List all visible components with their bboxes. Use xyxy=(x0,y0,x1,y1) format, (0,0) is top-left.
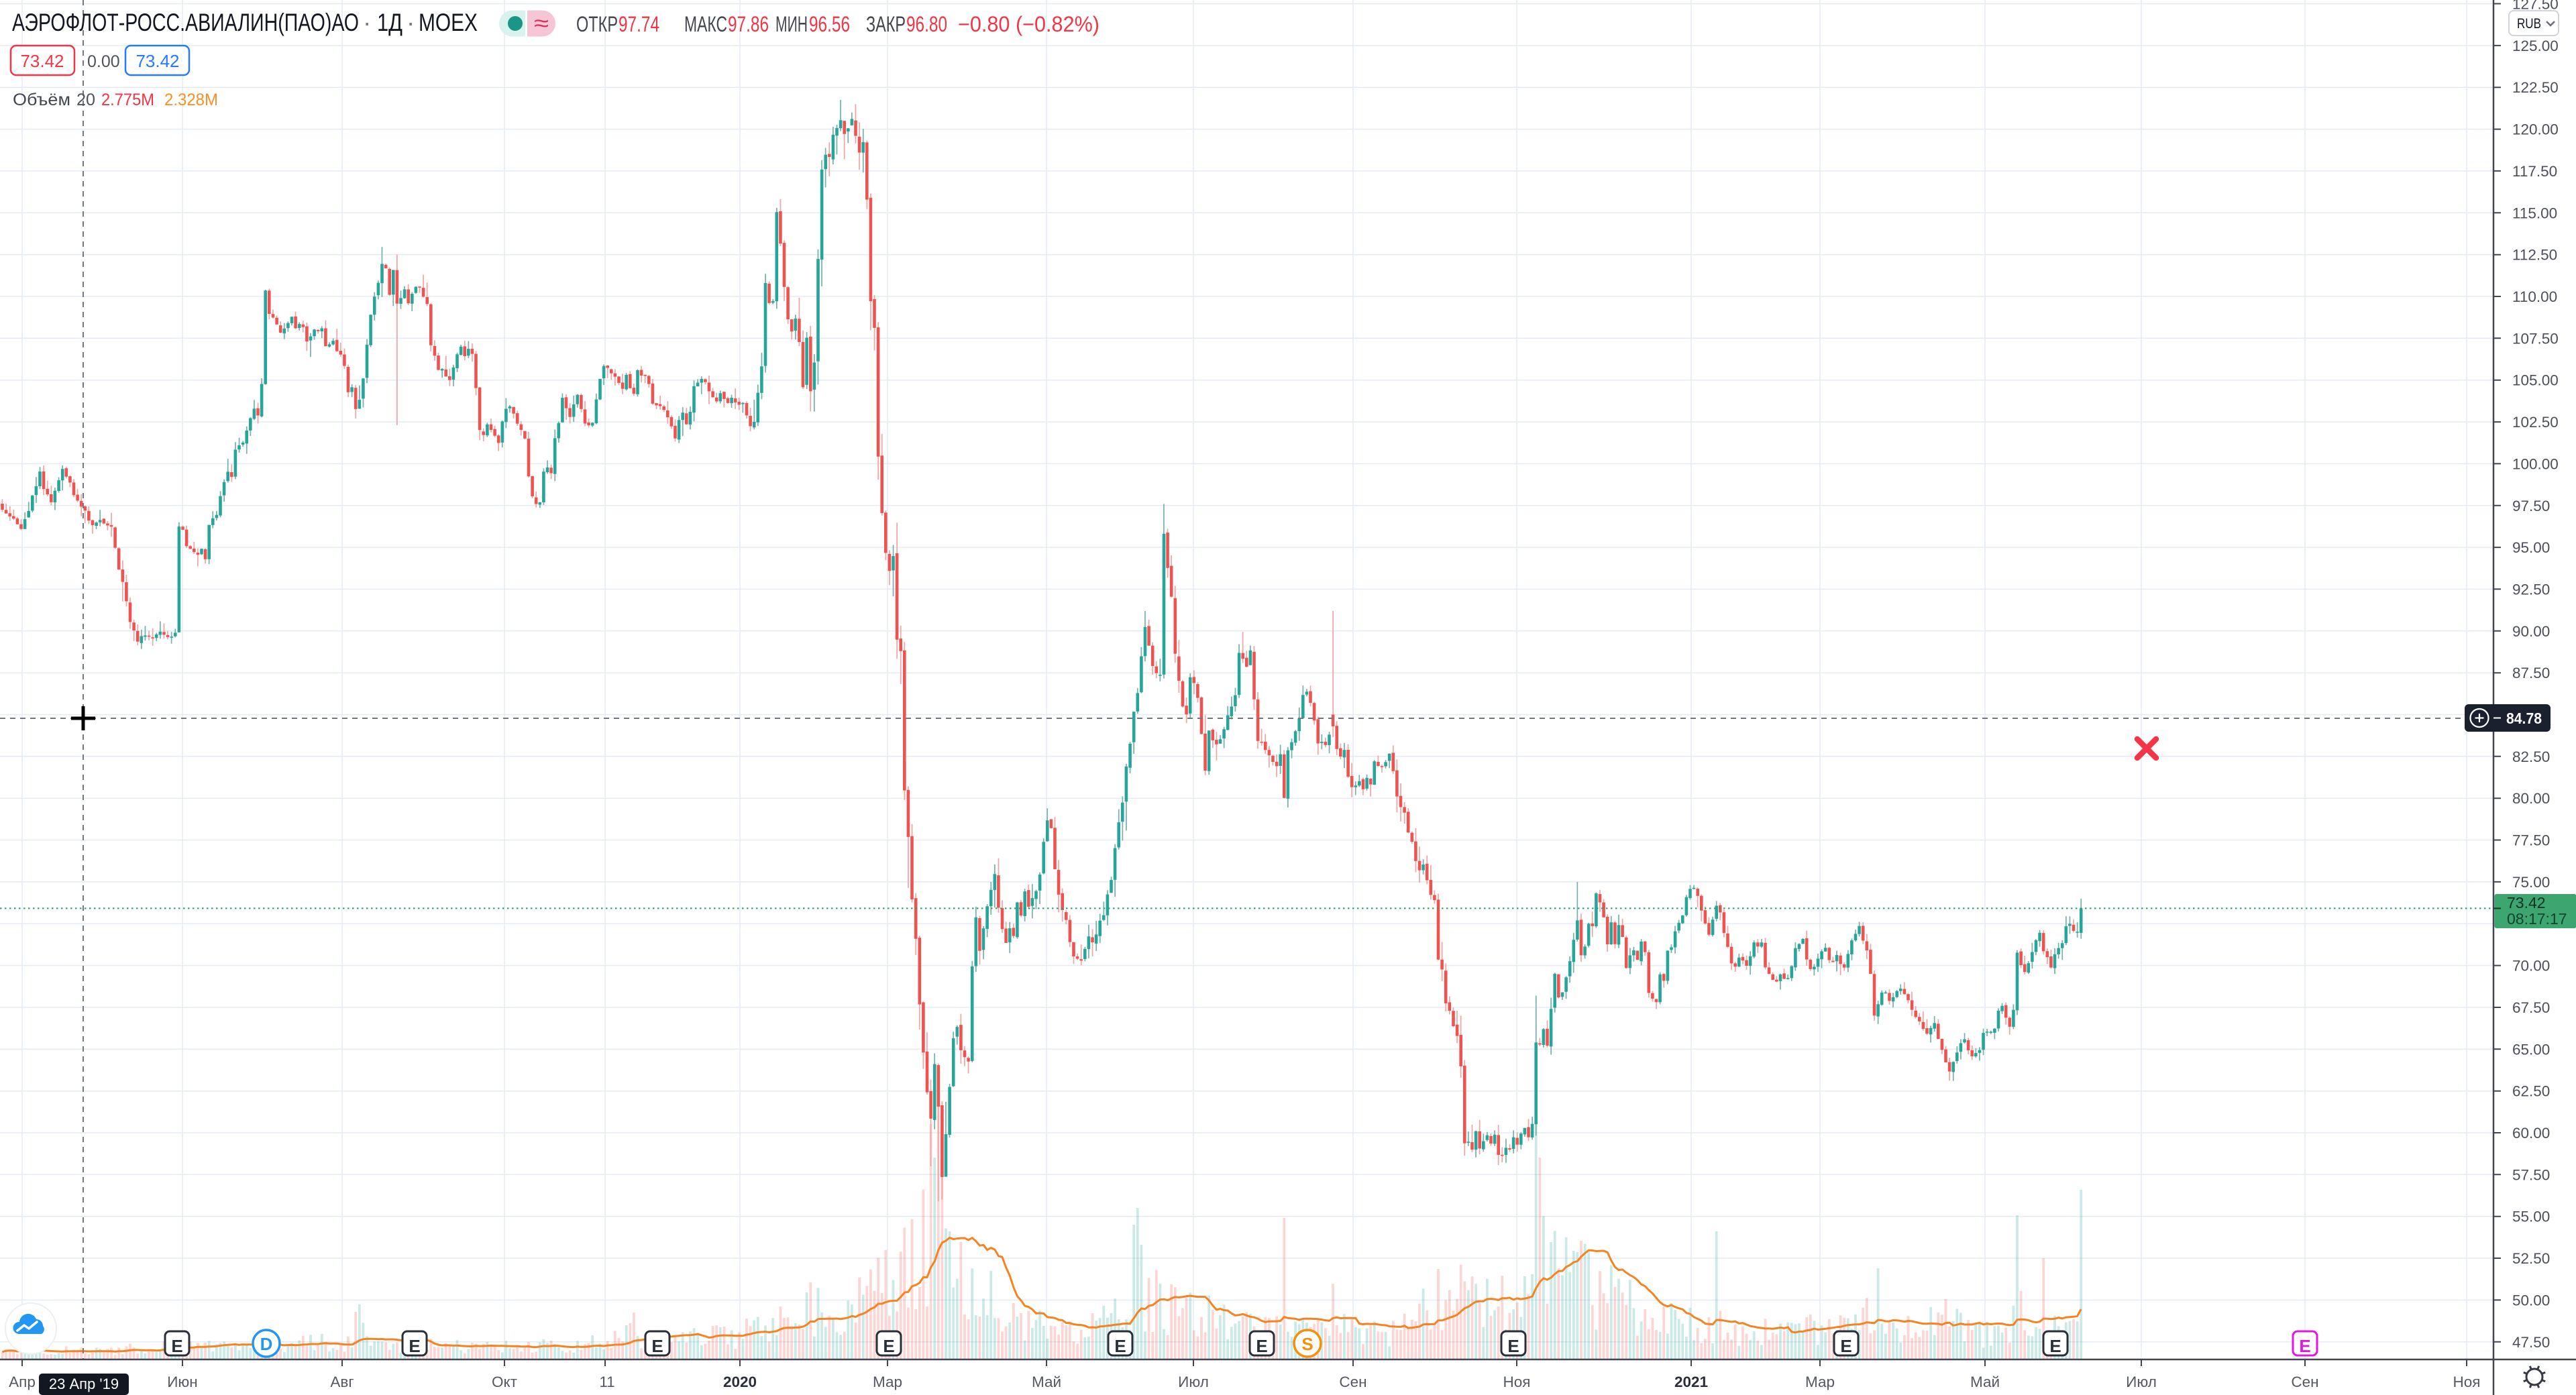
svg-text:105.00: 105.00 xyxy=(2512,372,2559,389)
svg-text:E: E xyxy=(883,1336,894,1356)
svg-text:2021: 2021 xyxy=(1674,1374,1708,1390)
svg-text:97.86: 97.86 xyxy=(728,12,769,36)
svg-text:107.50: 107.50 xyxy=(2512,330,2559,347)
svg-text:100.00: 100.00 xyxy=(2512,455,2559,472)
svg-text:E: E xyxy=(2049,1336,2061,1356)
svg-text:·: · xyxy=(407,9,415,36)
svg-text:117.50: 117.50 xyxy=(2512,163,2557,180)
svg-text:Объём: Объём xyxy=(13,91,70,109)
svg-text:125.00: 125.00 xyxy=(2512,38,2559,54)
svg-text:73.42: 73.42 xyxy=(20,51,64,71)
svg-text:S: S xyxy=(1301,1334,1313,1354)
svg-text:23 Апр '19: 23 Апр '19 xyxy=(49,1376,119,1392)
svg-text:127.50: 127.50 xyxy=(2512,0,2559,13)
svg-text:112.50: 112.50 xyxy=(2512,247,2557,264)
svg-text:95.00: 95.00 xyxy=(2512,539,2550,556)
svg-text:Сен: Сен xyxy=(2291,1374,2318,1390)
svg-text:73.42: 73.42 xyxy=(2507,894,2546,911)
svg-text:08:17:17: 08:17:17 xyxy=(2507,910,2567,928)
svg-text:Авг: Авг xyxy=(330,1374,354,1390)
svg-text:E: E xyxy=(1507,1336,1519,1356)
svg-text:АЭРОФЛОТ-РОСС.АВИАЛИН(ПАО)АО: АЭРОФЛОТ-РОСС.АВИАЛИН(ПАО)АО xyxy=(12,9,359,36)
svg-text:1Д: 1Д xyxy=(377,9,402,36)
svg-text:Апр: Апр xyxy=(9,1374,36,1390)
svg-text:Окт: Окт xyxy=(492,1374,517,1390)
svg-text:Июн: Июн xyxy=(167,1374,197,1390)
svg-text:Мар: Мар xyxy=(873,1374,902,1390)
svg-text:77.50: 77.50 xyxy=(2512,832,2550,849)
svg-text:ЗАКР: ЗАКР xyxy=(866,12,906,36)
svg-text:Июл: Июл xyxy=(1178,1374,1209,1390)
svg-text:47.50: 47.50 xyxy=(2512,1334,2550,1351)
svg-text:Сен: Сен xyxy=(1339,1374,1366,1390)
svg-text:2020: 2020 xyxy=(723,1374,757,1390)
svg-text:115.00: 115.00 xyxy=(2512,205,2557,221)
svg-text:52.50: 52.50 xyxy=(2512,1250,2550,1267)
svg-text:RUB: RUB xyxy=(2517,16,2541,32)
svg-text:2.328M: 2.328M xyxy=(164,91,218,109)
svg-text:67.50: 67.50 xyxy=(2512,999,2550,1016)
svg-text:МАКС: МАКС xyxy=(684,12,727,36)
svg-text:50.00: 50.00 xyxy=(2512,1292,2550,1308)
svg-text:84.78: 84.78 xyxy=(2506,710,2542,727)
svg-text:11: 11 xyxy=(599,1374,614,1390)
svg-text:E: E xyxy=(409,1336,420,1356)
svg-text:122.50: 122.50 xyxy=(2512,79,2559,96)
svg-text:·: · xyxy=(363,9,371,36)
svg-text:MOEX: MOEX xyxy=(419,9,478,36)
svg-text:60.00: 60.00 xyxy=(2512,1125,2550,1141)
svg-text:E: E xyxy=(2299,1336,2310,1356)
svg-text:Май: Май xyxy=(1032,1374,1061,1390)
svg-text:D: D xyxy=(260,1334,273,1354)
svg-text:62.50: 62.50 xyxy=(2512,1083,2550,1100)
svg-text:82.50: 82.50 xyxy=(2512,748,2550,765)
svg-text:2.775M: 2.775M xyxy=(101,91,154,109)
svg-text:57.50: 57.50 xyxy=(2512,1166,2550,1183)
svg-text:96.56: 96.56 xyxy=(809,12,850,36)
svg-text:E: E xyxy=(171,1336,182,1356)
svg-text:Ноя: Ноя xyxy=(2453,1374,2481,1390)
svg-text:110.00: 110.00 xyxy=(2512,288,2557,305)
svg-text:0.00: 0.00 xyxy=(87,52,120,71)
svg-text:87.50: 87.50 xyxy=(2512,665,2550,681)
svg-text:96.80: 96.80 xyxy=(906,12,947,36)
svg-text:E: E xyxy=(1256,1336,1267,1356)
svg-text:20: 20 xyxy=(76,91,95,109)
svg-text:МИН: МИН xyxy=(775,12,808,36)
svg-text:E: E xyxy=(1114,1336,1126,1356)
svg-text:Ноя: Ноя xyxy=(1503,1374,1531,1390)
svg-text:80.00: 80.00 xyxy=(2512,790,2550,807)
svg-text:102.50: 102.50 xyxy=(2512,414,2559,431)
svg-text:92.50: 92.50 xyxy=(2512,581,2550,598)
svg-text:E: E xyxy=(1840,1336,1851,1356)
svg-text:≈: ≈ xyxy=(534,11,549,36)
svg-text:Июл: Июл xyxy=(2126,1374,2157,1390)
svg-text:ОТКР: ОТКР xyxy=(576,12,618,36)
svg-text:Май: Май xyxy=(1970,1374,2000,1390)
svg-text:70.00: 70.00 xyxy=(2512,958,2550,974)
svg-text:−0.80 (−0.82%): −0.80 (−0.82%) xyxy=(958,12,1099,36)
svg-text:90.00: 90.00 xyxy=(2512,623,2550,640)
svg-text:73.42: 73.42 xyxy=(136,51,179,71)
svg-text:97.74: 97.74 xyxy=(619,12,659,36)
svg-text:75.00: 75.00 xyxy=(2512,874,2550,891)
svg-text:97.50: 97.50 xyxy=(2512,498,2550,514)
svg-text:Мар: Мар xyxy=(1805,1374,1835,1390)
svg-text:E: E xyxy=(651,1336,663,1356)
svg-text:65.00: 65.00 xyxy=(2512,1041,2550,1058)
svg-text:55.00: 55.00 xyxy=(2512,1209,2550,1225)
svg-text:120.00: 120.00 xyxy=(2512,121,2559,138)
